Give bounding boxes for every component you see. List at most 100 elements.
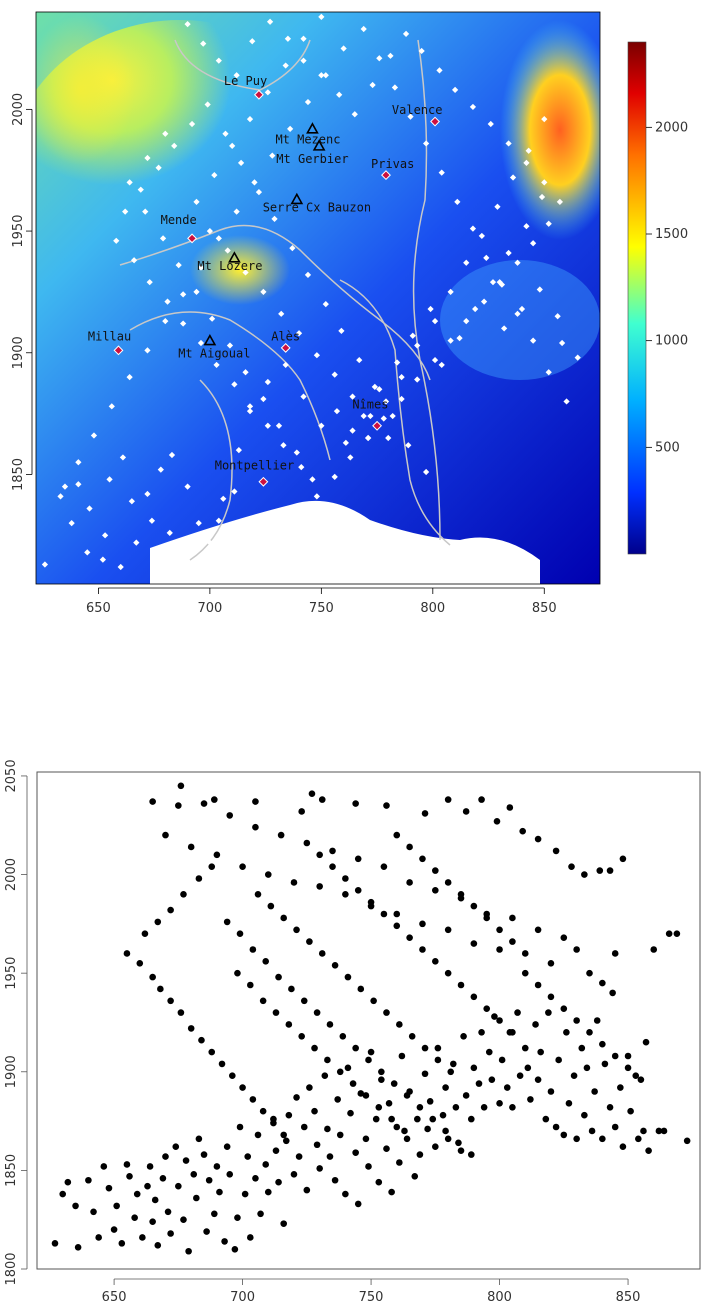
scatter-point [390,1080,398,1087]
scatter-point [298,808,305,815]
scatter-point [462,1092,470,1099]
scatter-point [509,914,516,922]
scatter-point [231,1245,239,1253]
scatter-point [642,1038,650,1046]
scatter-point [311,1107,318,1115]
scatter-point [275,973,282,981]
scatter-point [282,1137,290,1145]
station-point [215,235,222,242]
scatter-point [295,1153,303,1160]
scatter-point [154,1242,162,1249]
scatter-point [74,1244,82,1251]
scatter-point [432,887,439,894]
scatter-point [611,1123,619,1131]
elevation-map-figure: Le Puy Valence Mt Mezenc Mt Gerbier Privas Se… [11,11,688,616]
scatter-point [611,950,619,957]
scatter-point [624,1052,632,1060]
scatter-point [167,997,174,1005]
station-point [280,442,287,449]
station-scatter-figure: 650 700 750 800 850 1800 1850 1900 1950 2000 2050 [4,759,701,1305]
legend-tick-label: 1500 [655,227,688,242]
scatter-point [393,922,401,930]
station-point [298,464,305,471]
summit-triangle [312,139,326,151]
scatter-point [226,1171,234,1178]
scatter-point [349,1080,357,1087]
x-tick-label: 800 [420,601,445,616]
station-point [204,101,211,108]
station-markers [41,13,581,571]
scatter-point [187,1025,195,1032]
scatter-point [563,1029,570,1036]
scatter-point [187,843,195,851]
scatter-point [326,1153,334,1160]
station-point [122,208,129,215]
scatter-point [123,1161,131,1168]
scatter-point [375,1178,383,1186]
scatter-point [241,1190,249,1198]
place-label: Mt Aigoual [178,347,250,361]
scatter-point [444,1135,452,1143]
scatter-point [380,910,388,918]
scatter-point [249,946,257,953]
scatter-point [565,1100,573,1107]
place-label: Privas [371,157,414,171]
scatter-point [262,1161,270,1168]
scatter-point [521,950,529,957]
scatter-point [293,1094,300,1101]
scatter-x-axis: 650 700 750 800 850 [102,1278,640,1305]
scatter-point [383,1009,390,1016]
scatter-point [195,875,203,882]
scatter-point [123,950,131,957]
station-point [389,412,396,420]
summit-triangle [290,192,304,205]
scatter-point [581,871,588,878]
scatter-point [470,993,478,1001]
scatter-point [457,981,465,989]
scatter-point [534,981,542,989]
scatter-point [547,993,555,1001]
station-point [423,468,430,476]
place-label: Alès [271,330,300,344]
scatter-point [316,851,323,859]
scatter-point [182,1157,190,1164]
place-label: Valence [392,103,443,117]
y-tick-label: 1900 [11,336,26,369]
summit-triangle [228,251,241,263]
scatter-point [313,1141,321,1149]
scatter-point [450,1060,457,1068]
scatter-point [408,1032,416,1040]
station-point [376,386,383,393]
city-point [113,345,124,356]
scatter-point [290,1171,298,1178]
scatter-point [344,1064,352,1072]
scatter-point [586,1029,593,1036]
station-point [438,361,445,369]
scatter-point [244,1153,252,1160]
station-point [84,549,91,556]
scatter-point [347,1109,354,1117]
scatter-point [177,782,185,790]
place-label: Mende [161,213,197,227]
scatter-point [516,1072,524,1080]
elevation-raster [36,12,600,584]
scatter-point [573,1017,580,1024]
station-point [456,335,463,342]
station-point [331,371,338,378]
station-point [113,237,120,244]
station-point [365,434,372,442]
scatter-point [246,981,254,989]
station-point [300,393,307,400]
scatter-point [252,1174,259,1182]
station-point [200,40,207,47]
scatter-point [398,1052,406,1060]
scatter-point [496,1017,503,1024]
station-point [496,279,503,286]
scatter-point [216,1188,223,1196]
station-point [356,356,363,364]
station-point [472,305,479,313]
scatter-point [280,914,287,922]
scatter-point [118,1240,126,1247]
station-point [188,120,196,128]
legend-tick-label: 500 [655,440,680,455]
